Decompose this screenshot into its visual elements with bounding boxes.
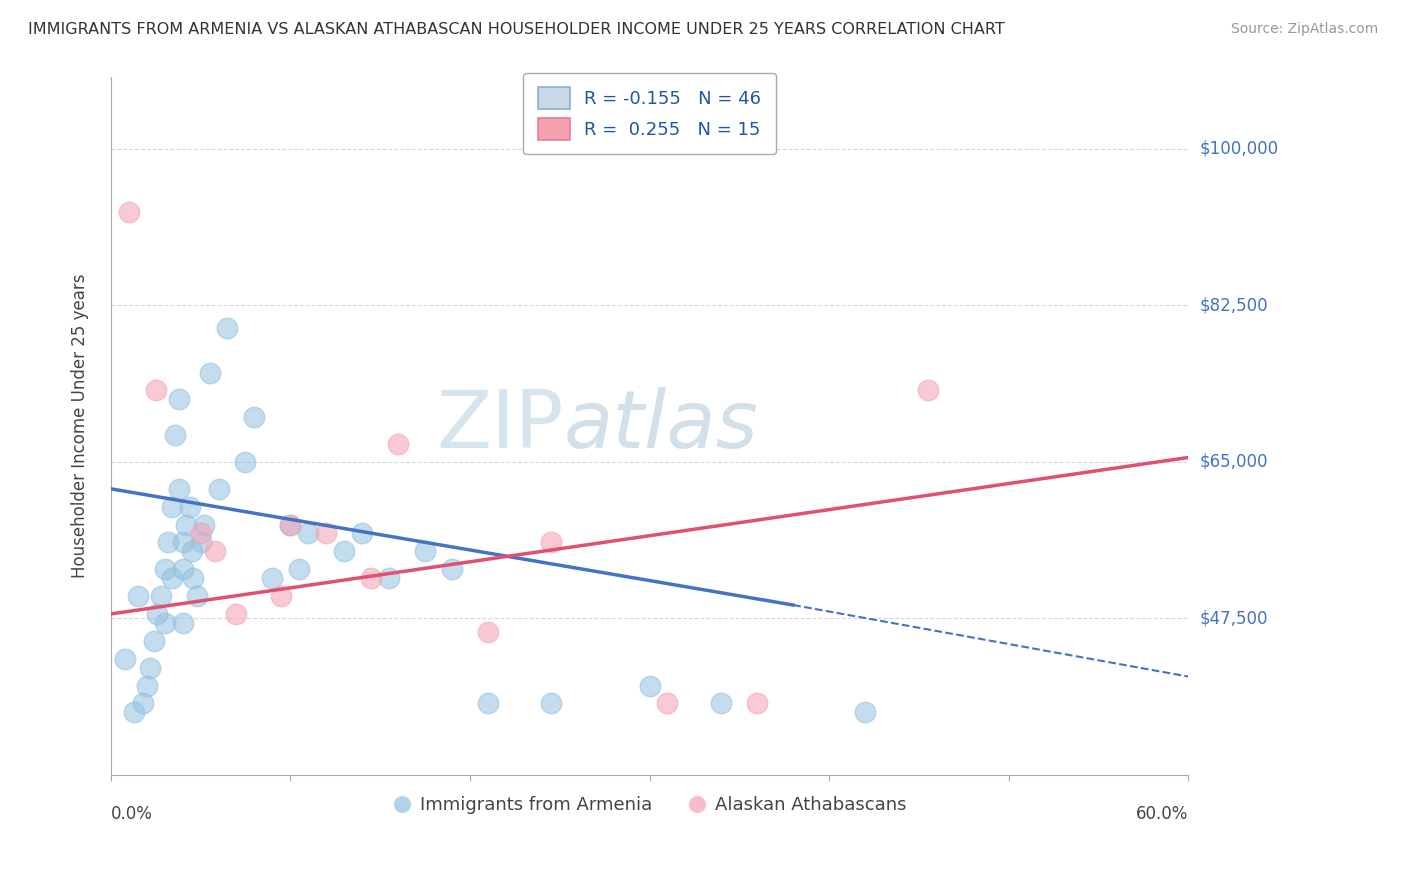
Immigrants from Armenia xyxy=(190,535,212,549)
Alaskan Athabascans xyxy=(540,535,562,549)
Immigrants from Armenia xyxy=(153,562,176,576)
Alaskan Athabascans xyxy=(657,697,679,711)
Immigrants from Armenia xyxy=(280,517,302,532)
Immigrants from Armenia xyxy=(413,544,436,558)
Immigrants from Armenia xyxy=(440,562,463,576)
Immigrants from Armenia xyxy=(160,571,183,585)
Text: Source: ZipAtlas.com: Source: ZipAtlas.com xyxy=(1230,22,1378,37)
Alaskan Athabascans xyxy=(477,624,499,639)
Alaskan Athabascans xyxy=(145,384,167,398)
Text: ZIP: ZIP xyxy=(436,387,564,466)
Immigrants from Armenia xyxy=(114,651,136,665)
Immigrants from Armenia xyxy=(183,571,205,585)
Immigrants from Armenia xyxy=(333,544,356,558)
Immigrants from Armenia xyxy=(180,544,202,558)
Text: $100,000: $100,000 xyxy=(1199,140,1278,158)
Immigrants from Armenia xyxy=(172,535,194,549)
Immigrants from Armenia xyxy=(638,679,661,693)
Immigrants from Armenia xyxy=(186,589,208,603)
Alaskan Athabascans xyxy=(747,697,769,711)
Immigrants from Armenia xyxy=(165,428,187,442)
Immigrants from Armenia xyxy=(288,562,311,576)
Text: $82,500: $82,500 xyxy=(1199,296,1268,315)
Immigrants from Armenia xyxy=(146,607,169,621)
Immigrants from Armenia xyxy=(174,517,197,532)
Immigrants from Armenia xyxy=(179,500,201,514)
Immigrants from Armenia xyxy=(142,633,165,648)
Alaskan Athabascans xyxy=(315,526,337,541)
Immigrants from Armenia xyxy=(167,482,190,496)
Immigrants from Armenia xyxy=(853,706,876,720)
Immigrants from Armenia xyxy=(172,615,194,630)
Immigrants from Armenia xyxy=(172,562,194,576)
Immigrants from Armenia xyxy=(139,660,162,674)
Legend: Immigrants from Armenia, Alaskan Athabascans: Immigrants from Armenia, Alaskan Athabas… xyxy=(385,789,914,822)
Text: atlas: atlas xyxy=(564,387,758,466)
Alaskan Athabascans xyxy=(190,526,212,541)
Alaskan Athabascans xyxy=(204,544,226,558)
Immigrants from Armenia xyxy=(540,697,562,711)
Text: 0.0%: 0.0% xyxy=(111,805,153,823)
Immigrants from Armenia xyxy=(193,517,215,532)
Immigrants from Armenia xyxy=(297,526,319,541)
Immigrants from Armenia xyxy=(243,410,266,425)
Alaskan Athabascans xyxy=(387,437,409,451)
Immigrants from Armenia xyxy=(198,366,221,380)
Text: IMMIGRANTS FROM ARMENIA VS ALASKAN ATHABASCAN HOUSEHOLDER INCOME UNDER 25 YEARS : IMMIGRANTS FROM ARMENIA VS ALASKAN ATHAB… xyxy=(28,22,1005,37)
Immigrants from Armenia xyxy=(153,615,176,630)
Immigrants from Armenia xyxy=(477,697,499,711)
Immigrants from Armenia xyxy=(122,706,145,720)
Alaskan Athabascans xyxy=(118,204,141,219)
Text: 60.0%: 60.0% xyxy=(1136,805,1188,823)
Immigrants from Armenia xyxy=(135,679,157,693)
Immigrants from Armenia xyxy=(132,697,155,711)
Alaskan Athabascans xyxy=(360,571,382,585)
Immigrants from Armenia xyxy=(710,697,733,711)
Alaskan Athabascans xyxy=(917,384,939,398)
Alaskan Athabascans xyxy=(270,589,292,603)
Y-axis label: Householder Income Under 25 years: Householder Income Under 25 years xyxy=(72,274,89,578)
Immigrants from Armenia xyxy=(378,571,401,585)
Immigrants from Armenia xyxy=(262,571,284,585)
Alaskan Athabascans xyxy=(280,517,302,532)
Text: $65,000: $65,000 xyxy=(1199,453,1268,471)
Immigrants from Armenia xyxy=(235,455,257,469)
Immigrants from Armenia xyxy=(207,482,229,496)
Alaskan Athabascans xyxy=(225,607,247,621)
Immigrants from Armenia xyxy=(167,392,190,407)
Immigrants from Armenia xyxy=(352,526,374,541)
Text: $47,500: $47,500 xyxy=(1199,609,1268,627)
Immigrants from Armenia xyxy=(157,535,180,549)
Immigrants from Armenia xyxy=(127,589,149,603)
Immigrants from Armenia xyxy=(160,500,183,514)
Immigrants from Armenia xyxy=(217,321,239,335)
Immigrants from Armenia xyxy=(150,589,173,603)
